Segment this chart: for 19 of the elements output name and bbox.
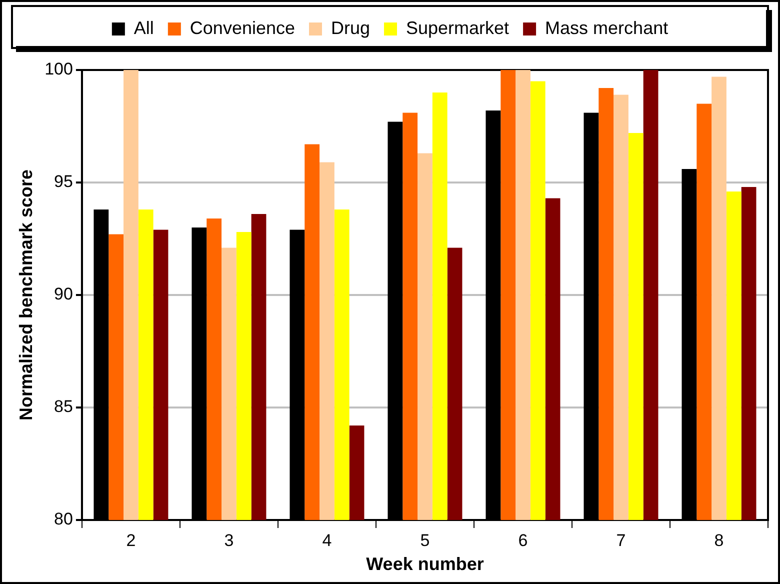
x-axis-title: Week number: [366, 554, 484, 574]
x-tick-label: 7: [616, 530, 626, 550]
x-tick-label: 5: [420, 530, 430, 550]
y-axis-title: Normalized benchmark score: [16, 169, 36, 421]
x-tick-label: 6: [518, 530, 528, 550]
x-tick-label: 3: [224, 530, 234, 550]
y-tick-label: 80: [54, 510, 73, 529]
y-tick-label: 95: [54, 172, 73, 192]
x-tick-label: 4: [322, 530, 332, 550]
legend-label: Mass merchant: [545, 18, 668, 38]
legend-label: Supermarket: [406, 18, 510, 38]
legend-label: Convenience: [190, 18, 295, 38]
legend-label: All: [134, 18, 154, 38]
legend-label: Drug: [330, 18, 370, 38]
y-tick-label: 100: [44, 60, 73, 79]
x-tick-label: 8: [714, 530, 724, 550]
y-tick-label: 90: [54, 284, 73, 304]
y-tick-label: 85: [54, 397, 73, 416]
x-tick-label: 2: [126, 530, 136, 550]
